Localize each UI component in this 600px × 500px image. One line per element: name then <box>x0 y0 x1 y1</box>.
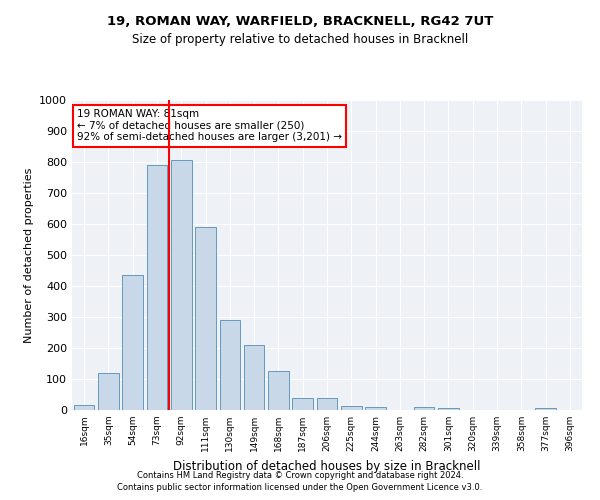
Bar <box>122 275 143 410</box>
Bar <box>317 398 337 410</box>
Bar <box>535 408 556 410</box>
Bar <box>438 408 459 410</box>
Text: Contains HM Land Registry data © Crown copyright and database right 2024.: Contains HM Land Registry data © Crown c… <box>137 471 463 480</box>
Text: Contains public sector information licensed under the Open Government Licence v3: Contains public sector information licen… <box>118 484 482 492</box>
X-axis label: Distribution of detached houses by size in Bracknell: Distribution of detached houses by size … <box>173 460 481 472</box>
Y-axis label: Number of detached properties: Number of detached properties <box>23 168 34 342</box>
Bar <box>365 407 386 410</box>
Bar <box>195 227 216 410</box>
Text: Size of property relative to detached houses in Bracknell: Size of property relative to detached ho… <box>132 32 468 46</box>
Bar <box>341 406 362 410</box>
Bar <box>414 407 434 410</box>
Bar <box>220 320 240 410</box>
Bar <box>146 165 167 410</box>
Bar <box>268 371 289 410</box>
Text: 19, ROMAN WAY, WARFIELD, BRACKNELL, RG42 7UT: 19, ROMAN WAY, WARFIELD, BRACKNELL, RG42… <box>107 15 493 28</box>
Bar <box>98 373 119 410</box>
Bar <box>244 345 265 410</box>
Bar <box>74 404 94 410</box>
Bar <box>292 398 313 410</box>
Text: 19 ROMAN WAY: 81sqm
← 7% of detached houses are smaller (250)
92% of semi-detach: 19 ROMAN WAY: 81sqm ← 7% of detached hou… <box>77 110 342 142</box>
Bar <box>171 160 191 410</box>
